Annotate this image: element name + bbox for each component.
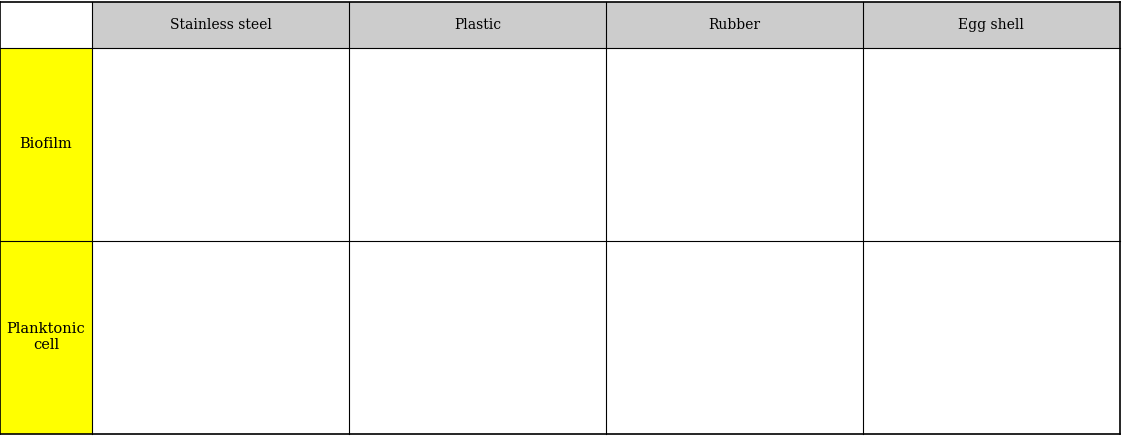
Bar bbox=[221, 78, 261, 177]
Bar bbox=[666, 77, 707, 177]
Bar bbox=[923, 278, 964, 370]
Y-axis label: CFU/cm2: CFU/cm2 bbox=[892, 100, 900, 136]
Bar bbox=[1059, 101, 1101, 177]
Bar bbox=[1059, 293, 1101, 370]
Bar bbox=[923, 82, 964, 177]
Bar bbox=[992, 85, 1032, 177]
Bar bbox=[545, 110, 587, 177]
Y-axis label: CFU/mL: CFU/mL bbox=[378, 295, 386, 327]
Bar bbox=[288, 293, 330, 370]
Bar bbox=[666, 288, 707, 370]
Bar bbox=[802, 104, 844, 177]
Text: Rubber: Rubber bbox=[708, 18, 761, 32]
Bar bbox=[735, 278, 775, 370]
Y-axis label: cfu/cm2: cfu/cm2 bbox=[121, 103, 129, 134]
Text: Biofilm: Biofilm bbox=[19, 137, 73, 151]
Y-axis label: cfu/cm2: cfu/cm2 bbox=[378, 103, 386, 134]
Bar bbox=[802, 291, 844, 370]
Text: Stainless steel: Stainless steel bbox=[169, 18, 272, 32]
Y-axis label: CFU/mL: CFU/mL bbox=[892, 295, 900, 327]
Bar bbox=[735, 74, 775, 177]
Bar bbox=[288, 101, 330, 177]
Bar bbox=[410, 97, 450, 177]
Bar bbox=[153, 286, 193, 370]
Bar bbox=[153, 87, 193, 177]
Bar bbox=[410, 286, 450, 370]
Y-axis label: cfu/cm2: cfu/cm2 bbox=[635, 103, 643, 134]
Y-axis label: CFU/mL: CFU/mL bbox=[121, 295, 129, 327]
Text: Planktonic
cell: Planktonic cell bbox=[7, 322, 85, 352]
Text: Egg shell: Egg shell bbox=[958, 18, 1024, 32]
Text: Plastic: Plastic bbox=[453, 18, 502, 32]
Bar bbox=[221, 282, 261, 370]
Bar bbox=[545, 298, 587, 370]
Bar bbox=[478, 283, 518, 370]
Bar bbox=[992, 286, 1032, 370]
Y-axis label: CFU/mL: CFU/mL bbox=[635, 295, 643, 327]
Bar bbox=[478, 85, 518, 177]
